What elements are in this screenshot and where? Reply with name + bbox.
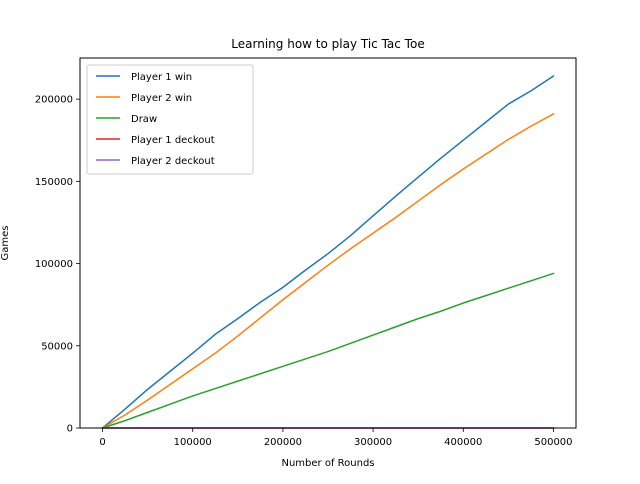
legend: Player 1 win Player 2 win Draw Player 1 dec… [86,64,254,175]
series-line-1 [101,75,555,430]
x-tick-label: 400000 [444,437,482,448]
legend-label: Player 1 deckout [131,135,215,146]
series-line-3 [101,272,555,429]
legend-label: Player 2 deckout [131,156,215,167]
y-tick-label: 150000 [35,177,73,188]
y-tick-label: 50000 [41,341,73,352]
y-tick-label: 0 [67,424,73,435]
legend-label: Player 2 win [131,93,192,104]
y-tick-label: 200000 [35,95,73,106]
y-axis: 0 50000 100000 150000 200000 [35,95,80,435]
legend-box [86,64,254,175]
legend-label: Draw [131,114,157,125]
y-axis-label: Games [0,226,11,261]
x-axis: 0 100000 200000 300000 400000 500000 [99,428,573,448]
x-tick-label: 200000 [264,437,302,448]
plot-frame [79,57,577,429]
x-tick-label: 500000 [534,437,572,448]
x-tick-label: 100000 [174,437,212,448]
y-tick-label: 100000 [35,259,73,270]
legend-label: Player 1 win [131,72,192,83]
x-axis-label: Number of Rounds [281,458,374,469]
chart-title: Learning how to play Tic Tac Toe [231,37,424,51]
x-tick-label: 0 [99,437,105,448]
series-line-2 [101,112,555,430]
x-tick-label: 300000 [354,437,392,448]
